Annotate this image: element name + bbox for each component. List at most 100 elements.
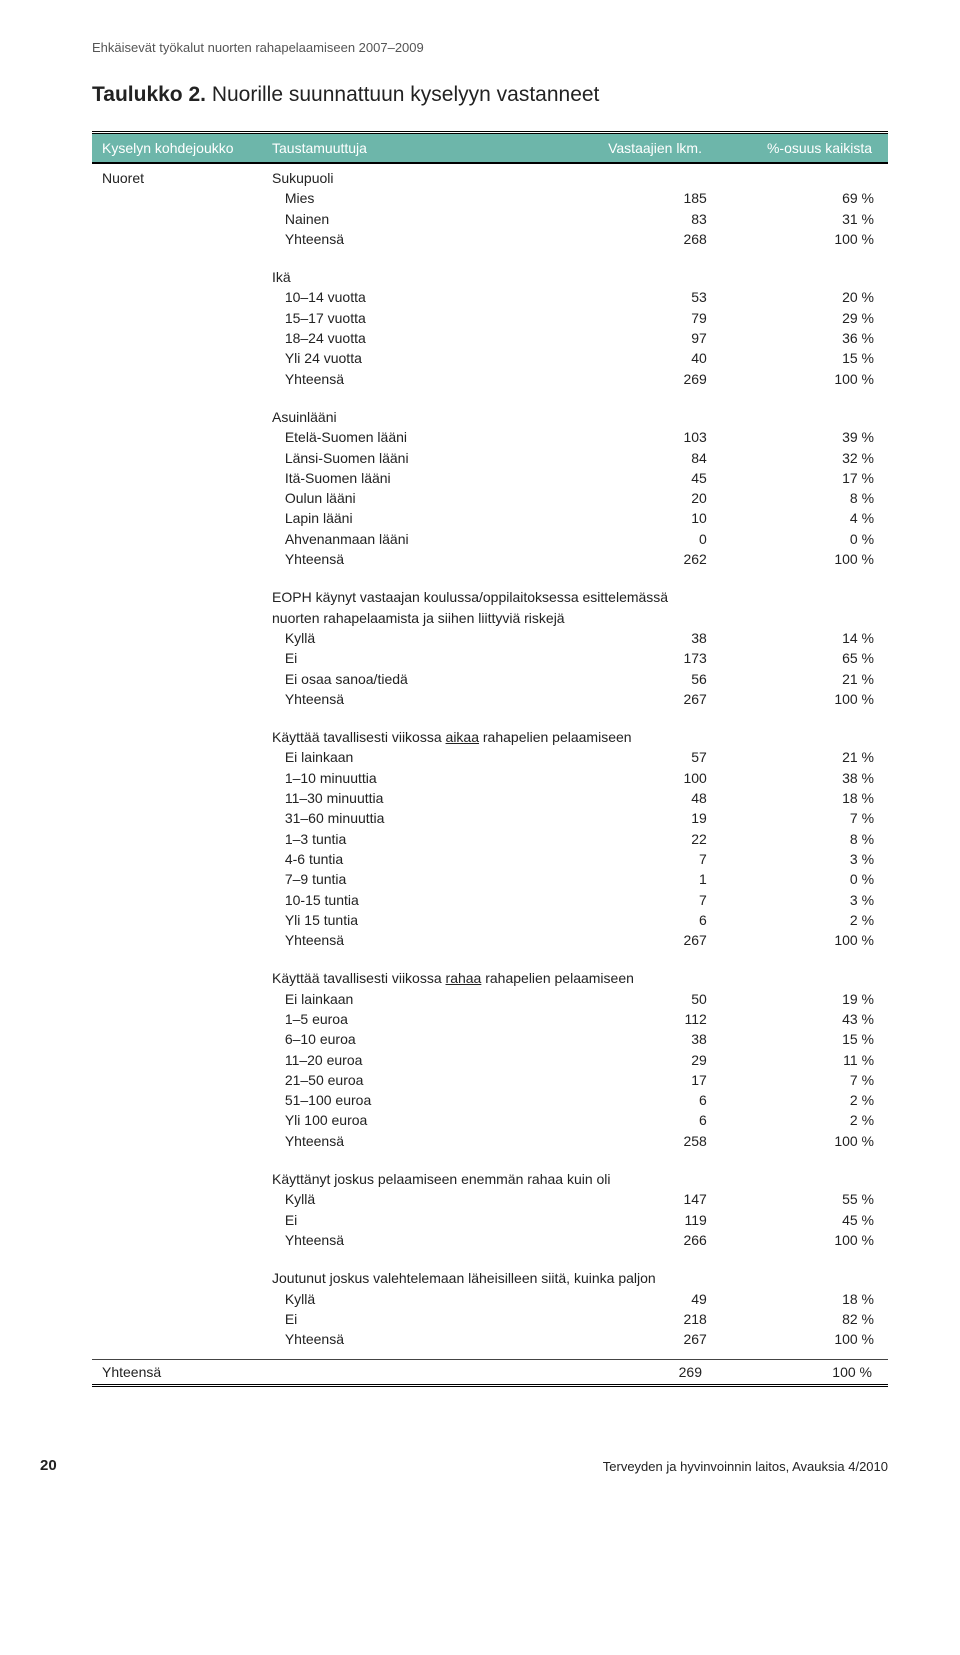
table-row: Ei11945 % [98, 1210, 882, 1230]
total-n: 269 [572, 1364, 722, 1380]
section-title: Joutunut joskus valehtelemaan läheisille… [272, 1268, 852, 1288]
row-label: 1–5 euroa [269, 1009, 579, 1029]
th-pct: %-osuus kaikista [722, 140, 880, 156]
row-label: Oulun lääni [269, 488, 579, 508]
row-pct: 3 % [727, 849, 882, 869]
row-pct: 0 % [727, 529, 882, 549]
row-pct: 2 % [727, 910, 882, 930]
row-label: 31–60 minuuttia [269, 808, 579, 828]
table-row: Yhteensä269100 % [98, 369, 882, 389]
table-row: 21–50 euroa177 % [98, 1070, 882, 1090]
row-label: Yli 15 tuntia [269, 910, 579, 930]
table-row: Itä-Suomen lääni4517 % [98, 468, 882, 488]
row-label: 1–3 tuntia [269, 829, 579, 849]
row-count: 20 [579, 488, 727, 508]
row-count: 218 [579, 1309, 727, 1329]
th-group: Kyselyn kohdejoukko [98, 140, 272, 156]
row-pct: 69 % [727, 188, 882, 208]
table-row: Ei21882 % [98, 1309, 882, 1329]
row-count: 48 [579, 788, 727, 808]
row-pct: 20 % [727, 287, 882, 307]
row-count: 268 [579, 229, 727, 249]
row-label: Ei lainkaan [269, 747, 579, 767]
th-count: Vastaajien lkm. [572, 140, 722, 156]
row-label: Yhteensä [269, 1230, 579, 1250]
row-count: 100 [579, 768, 727, 788]
row-pct: 7 % [727, 808, 882, 828]
table-row: Ei osaa sanoa/tiedä5621 % [98, 669, 882, 689]
table-row: Yhteensä262100 % [98, 549, 882, 569]
row-label: Nainen [269, 209, 579, 229]
row-count: 38 [579, 1029, 727, 1049]
row-pct: 38 % [727, 768, 882, 788]
row-pct: 29 % [727, 308, 882, 328]
row-label: Itä-Suomen lääni [269, 468, 579, 488]
row-label: Ei [269, 648, 579, 668]
row-label: Ei lainkaan [269, 989, 579, 1009]
row-pct: 45 % [727, 1210, 882, 1230]
row-count: 7 [579, 890, 727, 910]
table-title: Taulukko 2. Nuorille suunnattuun kyselyy… [92, 83, 888, 107]
row-label: 11–30 minuuttia [269, 788, 579, 808]
row-pct: 100 % [727, 689, 882, 709]
table-row: 11–30 minuuttia4818 % [98, 788, 882, 808]
table-row: 31–60 minuuttia197 % [98, 808, 882, 828]
table-row: Nainen8331 % [98, 209, 882, 229]
row-pct: 43 % [727, 1009, 882, 1029]
table-row: Oulun lääni208 % [98, 488, 882, 508]
row-label: Ei [269, 1210, 579, 1230]
title-bold: Taulukko 2. [92, 83, 206, 106]
section-title: Sukupuoli [272, 168, 572, 188]
table-row: Ei lainkaan5721 % [98, 747, 882, 767]
row-label: Länsi-Suomen lääni [269, 448, 579, 468]
row-count: 1 [579, 869, 727, 889]
row-count: 185 [579, 188, 727, 208]
row-count: 56 [579, 669, 727, 689]
row-label: Yhteensä [269, 1131, 579, 1151]
row-count: 97 [579, 328, 727, 348]
table-row: Ei lainkaan5019 % [98, 989, 882, 1009]
row-pct: 39 % [727, 427, 882, 447]
total-p: 100 % [722, 1364, 880, 1380]
table-row: 11–20 euroa2911 % [98, 1050, 882, 1070]
row-count: 119 [579, 1210, 727, 1230]
table-row: 10-15 tuntia73 % [98, 890, 882, 910]
row-label: 11–20 euroa [269, 1050, 579, 1070]
table-row: Etelä-Suomen lääni10339 % [98, 427, 882, 447]
row-label: 15–17 vuotta [269, 308, 579, 328]
table-row: Yhteensä267100 % [98, 689, 882, 709]
row-pct: 8 % [727, 829, 882, 849]
row-count: 10 [579, 508, 727, 528]
row-pct: 15 % [727, 348, 882, 368]
row-pct: 18 % [727, 788, 882, 808]
table-row: Yhteensä267100 % [98, 930, 882, 950]
row-count: 17 [579, 1070, 727, 1090]
row-pct: 2 % [727, 1090, 882, 1110]
row-count: 49 [579, 1289, 727, 1309]
table-row: Yhteensä268100 % [98, 229, 882, 249]
table-row: Ahvenanmaan lääni00 % [98, 529, 882, 549]
section-title: Käyttää tavallisesti viikossa aikaa raha… [272, 727, 852, 747]
section-title: Käyttänyt joskus pelaamiseen enemmän rah… [272, 1169, 852, 1189]
row-label: 10-15 tuntia [269, 890, 579, 910]
footer-source: Terveyden ja hyvinvoinnin laitos, Avauks… [603, 1459, 888, 1474]
row-pct: 0 % [727, 869, 882, 889]
table-row: Ei17365 % [98, 648, 882, 668]
row-count: 258 [579, 1131, 727, 1151]
row-label: Kyllä [269, 1289, 579, 1309]
table-row: Yhteensä267100 % [98, 1329, 882, 1349]
table-row: Kyllä4918 % [98, 1289, 882, 1309]
table-row: Yhteensä258100 % [98, 1131, 882, 1151]
table-header: Kyselyn kohdejoukko Taustamuuttuja Vasta… [92, 134, 888, 164]
row-count: 57 [579, 747, 727, 767]
row-pct: 4 % [727, 508, 882, 528]
table-row: Kyllä3814 % [98, 628, 882, 648]
row-pct: 14 % [727, 628, 882, 648]
page-number: 20 [40, 1457, 57, 1474]
row-pct: 15 % [727, 1029, 882, 1049]
section-note: nuorten rahapelaamista ja siihen liittyv… [272, 608, 852, 628]
row-label: 6–10 euroa [269, 1029, 579, 1049]
row-count: 6 [579, 1090, 727, 1110]
row-count: 79 [579, 308, 727, 328]
row-pct: 65 % [727, 648, 882, 668]
